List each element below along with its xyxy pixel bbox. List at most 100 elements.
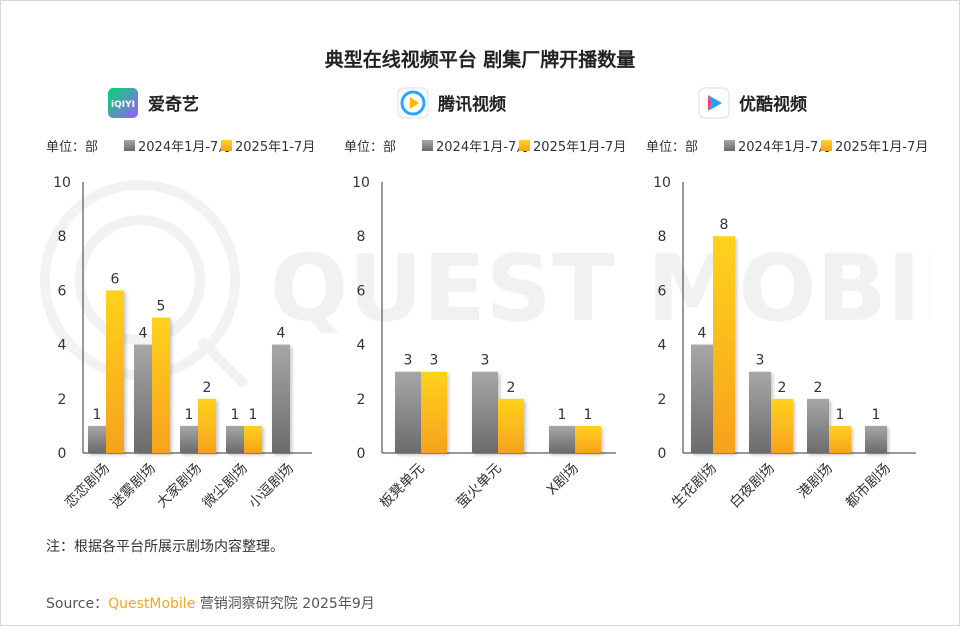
bar-2025-4 [244,425,262,453]
logo-bg [108,88,138,118]
legend-swatch-2024 [724,140,735,151]
data-label-2024-2: 3 [481,353,490,369]
legend-swatch-2024 [422,140,433,151]
bar-2025-2 [771,398,793,453]
platform-name: 爱奇艺 [148,94,199,115]
y-tick-label: 2 [357,392,366,408]
x-category-label: 板凳单元 [377,461,428,512]
source-suffix: 营销洞察研究院 2025年9月 [195,596,375,612]
legend-swatch-2024 [124,140,135,151]
y-tick-label: 10 [653,175,671,191]
bar-2024-2 [749,371,771,453]
tencent-video-logo-icon [397,87,429,119]
x-category-label: 白夜剧场 [727,461,778,512]
x-category-label: 萤火单元 [454,461,505,512]
data-label-2024-3: 1 [185,407,194,423]
unit-label: 单位：部 [646,140,698,155]
data-label-2024-2: 3 [756,353,765,369]
data-label-2024-4: 1 [231,407,240,423]
logo-text: iQIYI [111,100,135,110]
logo-arrow-accent [708,95,712,111]
bar-2024-5 [272,344,290,453]
x-category-label: 小逗剧场 [246,461,297,512]
bar-2025-1 [713,236,735,453]
data-label-2024-1: 4 [698,326,707,342]
bar-2025-2 [498,398,524,453]
y-tick-label: 4 [58,338,67,354]
x-category-label: 都市剧场 [842,460,894,512]
x-category-label: 大家剧场 [153,460,205,512]
data-label-2025-2: 2 [778,380,787,396]
unit-label: 单位：部 [344,140,396,155]
y-tick-label: 8 [357,229,366,245]
bar-2024-1 [88,425,106,453]
y-tick-label: 10 [352,175,370,191]
source-line: Source：QuestMobile 营销洞察研究院 2025年9月 [46,593,375,613]
x-category-label: 微尘剧场 [200,461,251,512]
logo-play [410,97,419,109]
unit-label: 单位：部 [46,140,98,155]
x-category-label: X剧场 [544,461,582,499]
legend-swatch-2025 [221,140,232,151]
x-category-label: 生花剧场 [669,461,720,512]
bar-2025-3 [575,425,601,453]
data-label-2025-3: 1 [584,407,593,423]
bar-2024-4 [865,425,887,453]
data-label-2024-1: 1 [93,407,102,423]
bar-2024-3 [807,398,829,453]
platform-name: 优酷视频 [739,94,807,115]
data-label-2025-1: 6 [111,271,120,287]
bar-2024-1 [691,344,713,453]
data-label-2025-3: 1 [836,407,845,423]
legend-swatch-2025 [519,140,530,151]
legend-label-2024: 2024年1月-7月 [138,140,231,155]
data-label-2025-4: 1 [249,407,258,423]
source-prefix: Source： [46,596,109,612]
y-tick-label: 4 [658,338,667,354]
y-tick-label: 2 [658,392,667,408]
x-category-label: 迷雾剧场 [108,461,159,512]
y-tick-label: 0 [658,446,667,462]
y-tick-label: 8 [58,229,67,245]
data-label-2025-1: 3 [430,353,439,369]
data-label-2025-1: 8 [720,217,729,233]
y-tick-label: 8 [658,229,667,245]
data-label-2025-3: 2 [203,380,212,396]
data-label-2024-1: 3 [404,353,413,369]
bar-2025-1 [106,290,124,453]
data-label-2025-2: 5 [157,299,166,315]
y-tick-label: 6 [357,283,366,299]
legend-label-2025: 2025年1-7月 [235,140,315,155]
bar-2025-3 [198,398,216,453]
y-tick-label: 2 [58,392,67,408]
data-label-2024-5: 4 [277,326,286,342]
legend-label-2024: 2024年1月-7月 [738,140,831,155]
platform-name: 腾讯视频 [438,94,506,115]
data-label-2024-4: 1 [872,407,881,423]
logo-arrow [708,95,722,111]
footnote: 注：根据各平台所展示剧场内容整理。 [46,539,284,555]
y-tick-label: 4 [357,338,366,354]
bar-2024-2 [134,344,152,453]
y-tick-label: 10 [53,175,71,191]
y-tick-label: 6 [658,283,667,299]
y-tick-label: 0 [357,446,366,462]
youku-logo-icon [698,87,730,119]
data-label-2024-3: 1 [558,407,567,423]
legend-label-2024: 2024年1月-7月 [436,140,529,155]
data-label-2025-2: 2 [507,380,516,396]
bar-2024-2 [472,371,498,453]
logo-ring [400,90,426,116]
bar-2024-3 [549,425,575,453]
bar-2024-3 [180,425,198,453]
legend-label-2025: 2025年1月-7月 [533,140,626,155]
bar-2025-1 [421,371,447,453]
data-label-2024-2: 4 [139,326,148,342]
x-category-label: 港剧场 [795,461,836,502]
bar-2024-4 [226,425,244,453]
bar-2024-1 [395,371,421,453]
